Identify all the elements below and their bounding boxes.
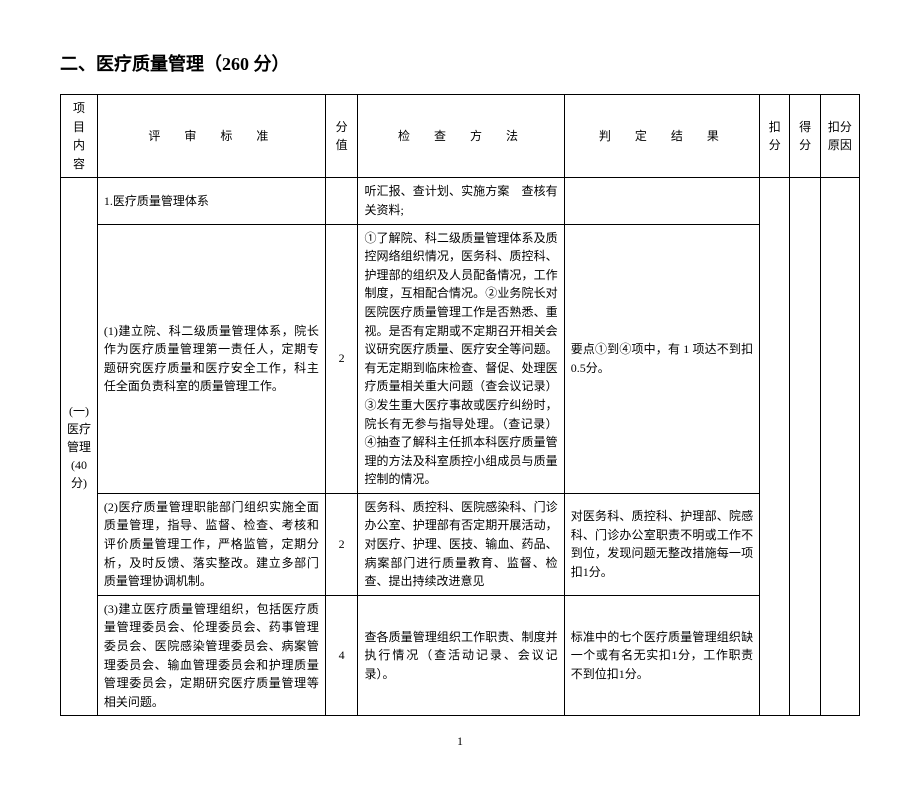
header-method: 检 查 方 法 <box>358 95 564 178</box>
page-number: 1 <box>60 734 860 749</box>
table-header-row: 项 目内 容 评 审 标 准 分值 检 查 方 法 判 定 结 果 扣分 得分 … <box>61 95 860 178</box>
header-score: 分值 <box>325 95 358 178</box>
standard-cell: (2)医疗质量管理职能部门组织实施全面质量管理，指导、监督、检查、考核和评价质量… <box>97 493 325 595</box>
method-cell: ①了解院、科二级质量管理体系及质控网络组织情况，医务科、质控科、护理部的组织及人… <box>358 224 564 493</box>
header-defen: 得分 <box>790 95 820 178</box>
defen-cell <box>790 178 820 716</box>
score-cell: 2 <box>325 224 358 493</box>
standard-cell: (3)建立医疗质量管理组织，包括医疗质量管理委员会、伦理委员会、药事管理委员会、… <box>97 595 325 716</box>
table-row: (一)医疗管理(40分) 1.医疗质量管理体系 听汇报、查计划、实施方案 查核有… <box>61 178 860 224</box>
result-cell: 标准中的七个医疗质量管理组织缺一个或有名无实扣1分，工作职责不到位扣1分。 <box>564 595 759 716</box>
koufen-cell <box>760 178 790 716</box>
header-standard: 评 审 标 准 <box>97 95 325 178</box>
standard-cell: (1)建立院、科二级质量管理体系，院长作为医疗质量管理第一责任人，定期专题研究医… <box>97 224 325 493</box>
table-row: (1)建立院、科二级质量管理体系，院长作为医疗质量管理第一责任人，定期专题研究医… <box>61 224 860 493</box>
result-cell: 对医务科、质控科、护理部、院感科、门诊办公室职责不明或工作不到位，发现问题无整改… <box>564 493 759 595</box>
table-row: (3)建立医疗质量管理组织，包括医疗质量管理委员会、伦理委员会、药事管理委员会、… <box>61 595 860 716</box>
header-koufen: 扣分 <box>760 95 790 178</box>
kfyy-cell <box>820 178 859 716</box>
evaluation-table: 项 目内 容 评 审 标 准 分值 检 查 方 法 判 定 结 果 扣分 得分 … <box>60 94 860 716</box>
method-cell: 医务科、质控科、医院感染科、门诊办公室、护理部有否定期开展活动，对医疗、护理、医… <box>358 493 564 595</box>
score-cell: 2 <box>325 493 358 595</box>
category-cell: (一)医疗管理(40分) <box>61 178 98 716</box>
section-title: 二、医疗质量管理（260 分） <box>60 50 860 76</box>
header-kfyy: 扣分原因 <box>820 95 859 178</box>
header-result: 判 定 结 果 <box>564 95 759 178</box>
method-cell: 听汇报、查计划、实施方案 查核有关资料; <box>358 178 564 224</box>
result-cell <box>564 178 759 224</box>
result-cell: 要点①到④项中，有 1 项达不到扣0.5分。 <box>564 224 759 493</box>
method-cell: 查各质量管理组织工作职责、制度并执行情况（查活动记录、会议记录）。 <box>358 595 564 716</box>
score-cell: 4 <box>325 595 358 716</box>
header-category: 项 目内 容 <box>61 95 98 178</box>
score-cell <box>325 178 358 224</box>
standard-cell: 1.医疗质量管理体系 <box>97 178 325 224</box>
table-row: (2)医疗质量管理职能部门组织实施全面质量管理，指导、监督、检查、考核和评价质量… <box>61 493 860 595</box>
